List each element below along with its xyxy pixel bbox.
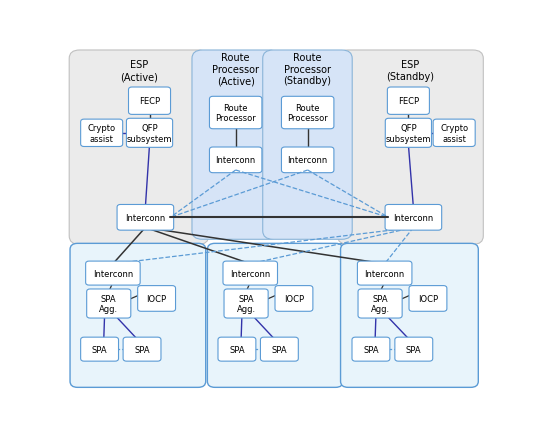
Text: Interconn: Interconn — [365, 269, 405, 278]
FancyBboxPatch shape — [209, 97, 262, 130]
Text: SPA: SPA — [134, 345, 150, 354]
FancyBboxPatch shape — [281, 97, 334, 130]
FancyBboxPatch shape — [192, 51, 279, 240]
Text: Route
Processor: Route Processor — [287, 104, 328, 123]
Text: SPA: SPA — [92, 345, 107, 354]
Text: Route
Processor
(Standby): Route Processor (Standby) — [284, 53, 331, 86]
FancyBboxPatch shape — [340, 244, 478, 388]
FancyBboxPatch shape — [385, 119, 432, 148]
Text: SPA: SPA — [406, 345, 422, 354]
FancyBboxPatch shape — [81, 337, 119, 361]
Text: Crypto
assist: Crypto assist — [440, 124, 468, 143]
FancyBboxPatch shape — [207, 244, 343, 388]
Text: SPA
Agg.: SPA Agg. — [371, 294, 390, 314]
FancyBboxPatch shape — [263, 51, 352, 240]
FancyBboxPatch shape — [352, 337, 390, 361]
Text: ESP
(Active): ESP (Active) — [120, 60, 158, 82]
FancyBboxPatch shape — [433, 120, 475, 147]
FancyBboxPatch shape — [281, 148, 334, 173]
Text: Interconn: Interconn — [125, 213, 165, 223]
FancyBboxPatch shape — [86, 290, 131, 318]
Text: Interconn: Interconn — [230, 269, 270, 278]
FancyBboxPatch shape — [409, 286, 447, 311]
FancyBboxPatch shape — [385, 205, 441, 231]
Text: IOCP: IOCP — [147, 294, 166, 303]
FancyBboxPatch shape — [358, 261, 412, 286]
Text: SPA: SPA — [272, 345, 287, 354]
Text: SPA
Agg.: SPA Agg. — [236, 294, 256, 314]
Text: FECP: FECP — [398, 97, 419, 106]
FancyBboxPatch shape — [85, 261, 140, 286]
FancyBboxPatch shape — [70, 244, 206, 388]
Text: SPA
Agg.: SPA Agg. — [99, 294, 118, 314]
Text: Crypto
assist: Crypto assist — [88, 124, 116, 143]
FancyBboxPatch shape — [69, 51, 208, 245]
FancyBboxPatch shape — [395, 337, 433, 361]
Text: IOCP: IOCP — [284, 294, 304, 303]
FancyBboxPatch shape — [126, 119, 172, 148]
FancyBboxPatch shape — [218, 337, 256, 361]
Text: ESP
(Standby): ESP (Standby) — [387, 60, 434, 82]
FancyBboxPatch shape — [387, 88, 430, 115]
Text: Interconn: Interconn — [287, 156, 328, 165]
Text: QFP
subsystem: QFP subsystem — [386, 124, 431, 143]
FancyBboxPatch shape — [117, 205, 173, 231]
Text: Route
Processor
(Active): Route Processor (Active) — [212, 53, 259, 86]
FancyBboxPatch shape — [358, 290, 402, 318]
FancyBboxPatch shape — [224, 290, 268, 318]
FancyBboxPatch shape — [338, 51, 483, 245]
Text: Interconn: Interconn — [393, 213, 433, 223]
Text: SPA: SPA — [363, 345, 379, 354]
FancyBboxPatch shape — [81, 120, 122, 147]
Text: FECP: FECP — [139, 97, 160, 106]
Text: Interconn: Interconn — [93, 269, 133, 278]
Text: SPA: SPA — [229, 345, 245, 354]
Text: Route
Processor: Route Processor — [215, 104, 256, 123]
Text: IOCP: IOCP — [418, 294, 438, 303]
FancyBboxPatch shape — [137, 286, 176, 311]
FancyBboxPatch shape — [123, 337, 161, 361]
FancyBboxPatch shape — [260, 337, 299, 361]
FancyBboxPatch shape — [128, 88, 171, 115]
Text: QFP
subsystem: QFP subsystem — [127, 124, 172, 143]
Text: Interconn: Interconn — [215, 156, 256, 165]
FancyBboxPatch shape — [223, 261, 278, 286]
FancyBboxPatch shape — [275, 286, 313, 311]
FancyBboxPatch shape — [209, 148, 262, 173]
